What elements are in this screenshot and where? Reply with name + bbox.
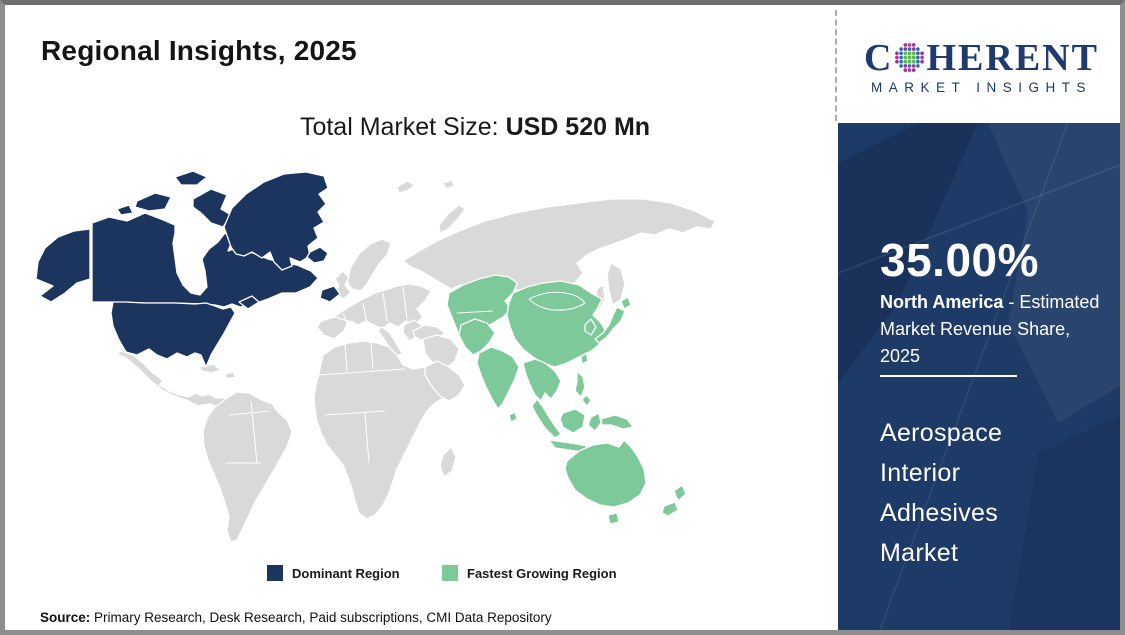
sidebar-divider bbox=[835, 10, 837, 121]
legend-swatch-fastest-growing bbox=[442, 565, 458, 581]
total-market-size-value: USD 520 Mn bbox=[505, 113, 651, 141]
region-iran bbox=[422, 334, 460, 370]
legend-item-fastest-growing: Fastest Growing Region bbox=[442, 565, 617, 581]
brand-tagline: MARKET INSIGHTS bbox=[870, 79, 1093, 95]
region-sri-lanka bbox=[508, 411, 518, 423]
region-taiwan bbox=[580, 352, 589, 365]
map-legend: Dominant Region Fastest Growing Region bbox=[5, 565, 835, 587]
region-philippines bbox=[574, 370, 586, 398]
legend-swatch-dominant bbox=[267, 565, 283, 581]
region-cuba bbox=[198, 363, 222, 374]
region-novaya-zemlya bbox=[438, 204, 466, 234]
region-kamchatka bbox=[606, 262, 626, 306]
region-newfoundland bbox=[319, 285, 341, 303]
source-text: Primary Research, Desk Research, Paid su… bbox=[90, 610, 552, 625]
region-ellesmere-island bbox=[174, 170, 208, 186]
legend-label-fastest-growing: Fastest Growing Region bbox=[467, 565, 617, 581]
region-hispaniola bbox=[224, 371, 237, 380]
region-greenland bbox=[223, 171, 329, 271]
region-korea bbox=[584, 318, 597, 336]
region-china-mongolia bbox=[506, 280, 608, 368]
map-fastest-growing-region-asia-pacific bbox=[446, 274, 687, 525]
market-name: Aerospace Interior Adhesives Market bbox=[880, 419, 1003, 567]
region-franz-josef bbox=[442, 179, 455, 190]
region-new-zealand-north bbox=[673, 484, 687, 502]
brand-wordmark: C HERENT bbox=[864, 39, 1099, 77]
region-australia bbox=[564, 439, 647, 508]
page-title: Regional Insights, 2025 bbox=[41, 35, 357, 66]
region-scandinavia bbox=[346, 238, 392, 292]
stat-description: North America - Estimated Market Revenue… bbox=[880, 289, 1100, 370]
region-indochina bbox=[522, 358, 562, 402]
region-usa bbox=[110, 301, 236, 368]
region-alaska bbox=[35, 228, 91, 303]
legend-label-dominant: Dominant Region bbox=[292, 565, 400, 581]
world-map bbox=[25, 163, 755, 563]
map-internal-borders bbox=[225, 286, 586, 464]
region-svalbard bbox=[396, 180, 416, 194]
legend-item-dominant: Dominant Region bbox=[267, 565, 400, 581]
sidebar-panel: 35.00% North America - Estimated Market … bbox=[838, 123, 1120, 630]
region-new-zealand-south bbox=[661, 501, 679, 517]
region-borneo bbox=[559, 408, 586, 434]
region-afghanistan-pakistan bbox=[458, 318, 496, 356]
region-mexico-central-america bbox=[116, 350, 229, 409]
region-madagascar bbox=[439, 446, 457, 478]
map-dominant-region-north-america bbox=[35, 170, 341, 368]
region-africa bbox=[313, 340, 452, 520]
region-philippines-south bbox=[581, 394, 592, 407]
region-tasmania bbox=[607, 512, 620, 525]
stat-description-text: - Estimated Market Revenue Share, 2025 bbox=[880, 292, 1100, 366]
brand-wordmark-rest: HERENT bbox=[926, 36, 1099, 79]
globe-dots-icon bbox=[895, 43, 925, 72]
panel-map-texture bbox=[838, 123, 1120, 630]
region-hokkaido bbox=[620, 296, 632, 310]
region-japan bbox=[594, 306, 626, 344]
brand-logo: C HERENT MARKET INSIGHTS bbox=[838, 10, 1120, 123]
source-line: Source: Primary Research, Desk Research,… bbox=[40, 610, 552, 625]
region-malay-sumatra bbox=[531, 398, 562, 439]
region-iberia bbox=[316, 316, 349, 340]
region-baffin-island bbox=[192, 188, 232, 228]
region-iceland bbox=[306, 246, 329, 264]
world-map-svg bbox=[35, 170, 716, 543]
brand-letter-c: C bbox=[864, 36, 894, 79]
region-nova-scotia bbox=[238, 295, 260, 310]
stat-rule bbox=[880, 375, 1017, 377]
region-papua-new-guinea bbox=[600, 414, 634, 430]
region-arabia bbox=[424, 360, 466, 402]
stat-value: 35.00% bbox=[880, 234, 1040, 286]
total-market-size: Total Market Size: USD 520 Mn bbox=[125, 113, 825, 142]
region-sulawesi bbox=[587, 412, 602, 432]
region-victoria-island bbox=[134, 192, 172, 212]
region-south-america bbox=[202, 391, 293, 543]
stat-region: North America bbox=[880, 292, 1004, 312]
source-label: Source: bbox=[40, 610, 91, 625]
region-arctic-islet bbox=[116, 204, 134, 216]
region-india bbox=[476, 346, 520, 410]
total-market-size-label: Total Market Size: bbox=[299, 113, 506, 141]
map-region-other bbox=[116, 179, 716, 543]
